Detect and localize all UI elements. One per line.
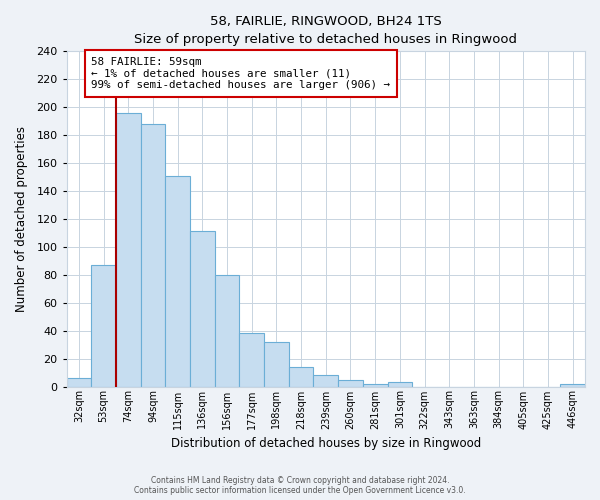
Bar [140,124,166,386]
Bar [91,265,116,386]
Bar [388,382,412,386]
Bar [166,176,190,386]
Bar [116,113,140,386]
Bar [338,380,363,386]
Bar [363,384,388,386]
Y-axis label: Number of detached properties: Number of detached properties [15,126,28,312]
Bar [313,376,338,386]
Bar [67,378,91,386]
Bar [560,384,585,386]
Text: Contains HM Land Registry data © Crown copyright and database right 2024.
Contai: Contains HM Land Registry data © Crown c… [134,476,466,495]
Bar [264,342,289,386]
Bar [239,334,264,386]
Title: 58, FAIRLIE, RINGWOOD, BH24 1TS
Size of property relative to detached houses in : 58, FAIRLIE, RINGWOOD, BH24 1TS Size of … [134,15,517,46]
Bar [215,275,239,386]
Bar [289,367,313,386]
Text: 58 FAIRLIE: 59sqm
← 1% of detached houses are smaller (11)
99% of semi-detached : 58 FAIRLIE: 59sqm ← 1% of detached house… [91,57,390,90]
Bar [190,232,215,386]
X-axis label: Distribution of detached houses by size in Ringwood: Distribution of detached houses by size … [170,437,481,450]
